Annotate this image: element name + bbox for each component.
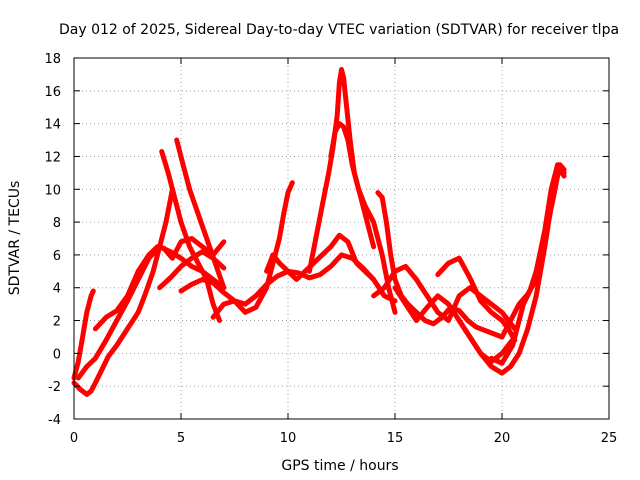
y-tick-label: 4: [53, 282, 61, 297]
x-tick-label: 0: [70, 431, 78, 446]
y-axis-label: SDTVAR / TECUs: [7, 181, 23, 296]
series-track-14: [375, 190, 505, 340]
series-track-11: [264, 232, 377, 282]
x-tick-label: 15: [387, 431, 404, 446]
y-tick-label: 16: [44, 85, 61, 100]
y-tick-label: 6: [53, 249, 61, 264]
y-tick-label: 14: [44, 118, 61, 133]
series-track-13: [328, 121, 398, 315]
axis-ticks: 0 5 10 15 20 25 -4 -2 0 2 4 6 8 10 12 14 16 18: [44, 52, 617, 446]
grid: [74, 58, 609, 419]
series-track-4: [92, 236, 227, 332]
y-tick-label: 12: [44, 150, 61, 165]
y-tick-label: 8: [53, 216, 61, 231]
x-tick-label: 20: [494, 431, 511, 446]
x-axis-label: GPS time / hours: [281, 458, 398, 474]
series-track-20: [499, 162, 567, 340]
y-tick-label: -4: [48, 413, 61, 428]
series-track-5: [159, 149, 222, 323]
y-tick-label: 0: [53, 347, 61, 362]
chart-title: Day 012 of 2025, Sidereal Day-to-day VTE…: [59, 22, 619, 38]
series-track-1: [71, 288, 96, 381]
y-tick-label: 10: [44, 183, 61, 198]
y-tick-label: 18: [44, 52, 61, 67]
x-tick-label: 5: [177, 431, 185, 446]
series-track-15: [371, 263, 518, 332]
data-series: [71, 67, 567, 397]
y-tick-label: 2: [53, 315, 61, 330]
series-track-2: [71, 186, 175, 397]
series-track-7: [157, 249, 227, 291]
x-tick-label: 10: [280, 431, 297, 446]
y-tick-label: -2: [48, 380, 61, 395]
plot-frame: [73, 57, 610, 420]
x-tick-label: 25: [601, 431, 618, 446]
